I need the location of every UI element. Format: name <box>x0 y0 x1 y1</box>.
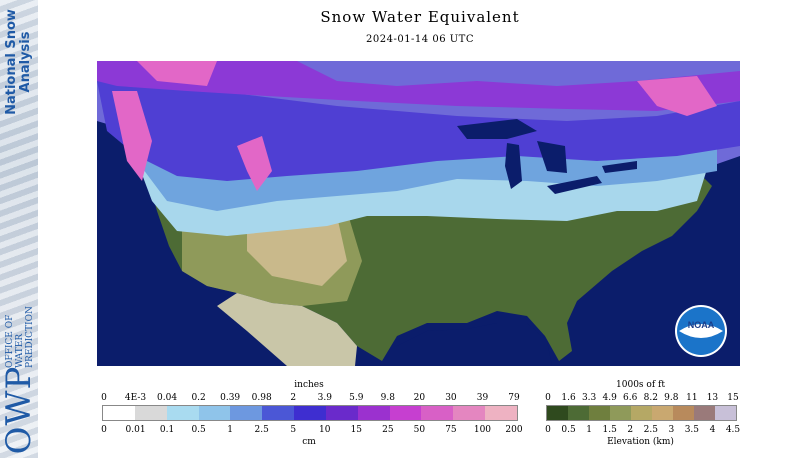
legend-tick-label: 9.8 <box>664 393 679 403</box>
legend-tick-label: 2 <box>627 425 634 435</box>
legend-tick-label: 39 <box>476 393 489 403</box>
snow-max-canada-west <box>137 61 217 86</box>
legend-tick-label: 5.9 <box>349 393 364 403</box>
legend-tick-label: 4E-3 <box>124 393 147 403</box>
legend-tick-label: 1.6 <box>561 393 576 403</box>
map-timestamp: 2024-01-14 06 UTC <box>366 34 474 45</box>
legend-swatch <box>547 406 568 420</box>
legend-tick-label: 25 <box>382 425 394 435</box>
swe-legend-units-bottom: cm <box>302 437 316 447</box>
legend-swatch <box>589 406 610 420</box>
legend-swatch <box>103 406 135 420</box>
legend-tick-label: 11 <box>686 393 698 403</box>
legend-tick-label: 2 <box>290 393 297 403</box>
snow-deep-band <box>97 61 740 111</box>
legend-tick-label: 15 <box>350 425 363 435</box>
legend-tick-label: 30 <box>445 393 457 403</box>
legend-tick-label: 1.5 <box>602 425 617 435</box>
owp-logo: OWP <box>0 365 38 455</box>
legend-tick-label: 79 <box>508 393 520 403</box>
elevation-legend-units-top: 1000s of ft <box>616 380 665 390</box>
legend-tick-label: 3.9 <box>317 393 332 403</box>
mexico-region <box>217 293 357 366</box>
legend-tick-label: 3 <box>668 425 675 435</box>
swe-legend-units-top: inches <box>294 380 324 390</box>
legend-swatch <box>294 406 326 420</box>
legend-swatch <box>389 406 422 420</box>
legend-tick-label: 4.9 <box>602 393 617 403</box>
legend-tick-label: 0.04 <box>157 393 178 403</box>
snow-max-cascades <box>112 91 152 181</box>
legend-swatch <box>357 406 390 420</box>
elevation-legend-units-bottom: Elevation (km) <box>607 437 674 447</box>
legend-swatch <box>568 406 589 420</box>
legend-tick-label: 75 <box>445 425 457 435</box>
legend-swatch <box>262 406 295 420</box>
legend-tick-label: 1 <box>227 425 234 435</box>
legend-tick-label: 0.39 <box>220 393 241 403</box>
legend-tick-label: 10 <box>319 425 331 435</box>
noaa-logo-bird <box>679 324 723 338</box>
lake-ontario <box>602 161 637 173</box>
sidebar-banner: National Snow Analysis OFFICE OF WATER P… <box>0 0 38 458</box>
legend-tick-label: 0 <box>545 425 551 435</box>
legend-tick-label: 20 <box>413 393 426 403</box>
legend-swatch <box>485 406 517 420</box>
legend-tick-label: 0 <box>101 425 107 435</box>
map-title: Snow Water Equivalent <box>320 8 520 26</box>
noaa-logo-text: NOAA <box>688 320 715 330</box>
legend-swatch <box>166 406 199 420</box>
legend-tick-label: 0.01 <box>125 425 146 435</box>
national-snow-analysis-title: National Snow Analysis <box>4 9 33 115</box>
legend-swatch <box>198 406 231 420</box>
legend-tick-label: 3.3 <box>581 393 597 403</box>
legend-swatch <box>134 406 167 420</box>
legend-tick-label: 8.2 <box>643 393 658 403</box>
legend-tick-label: 1 <box>586 425 592 435</box>
legend-tick-label: 6.6 <box>623 393 638 403</box>
legend-swatch <box>610 406 631 420</box>
legend-tick-label: 15 <box>727 393 739 403</box>
legend-tick-label: 9.8 <box>380 393 396 403</box>
legend-tick-label: 0.98 <box>251 393 272 403</box>
office-of-water-prediction-label: OFFICE OF WATER PREDICTION <box>5 306 35 368</box>
legend-swatch <box>631 406 652 420</box>
legend-swatch <box>694 406 715 420</box>
map-graphic: NOAA <box>97 61 740 366</box>
legend-swatch <box>453 406 486 420</box>
snow-max-northeast <box>637 76 717 116</box>
legend-tick-label: 2.5 <box>643 425 658 435</box>
legend-swatch <box>421 406 454 420</box>
legend-tick-label: 3.5 <box>684 425 700 435</box>
legend-swatch <box>230 406 263 420</box>
lake-huron <box>537 141 567 173</box>
snow-max-rockies <box>237 136 272 191</box>
legend-swatch <box>673 406 694 420</box>
legend-tick-label: 200 <box>505 425 523 435</box>
legend-tick-label: 4.5 <box>725 425 741 435</box>
legend-tick-label: 0.2 <box>191 393 206 403</box>
sidebar-background <box>0 0 38 458</box>
legend-swatch <box>715 406 736 420</box>
legend-tick-label: 0.1 <box>159 425 175 435</box>
lake-superior <box>457 119 537 139</box>
legend-tick-label: 0 <box>545 393 551 403</box>
legend-tick-label: 0.5 <box>561 425 576 435</box>
legend-tick-label: 100 <box>473 425 492 435</box>
snow-water-equivalent-map: NOAA <box>97 61 740 366</box>
legend-tick-label: 5 <box>290 425 297 435</box>
legend-tick-label: 13 <box>706 393 719 403</box>
gulf-of-mexico <box>397 323 552 366</box>
lake-erie <box>547 176 602 194</box>
lake-michigan <box>505 143 522 189</box>
legend-tick-label: 2.5 <box>254 425 269 435</box>
legend-tick-label: 4 <box>709 425 716 435</box>
legend-swatch <box>652 406 673 420</box>
legend-tick-label: 0 <box>101 393 107 403</box>
swe-legend-colorbar <box>102 405 518 421</box>
legend-tick-label: 0.5 <box>191 425 206 435</box>
elevation-legend-colorbar <box>546 405 737 421</box>
legend-tick-label: 50 <box>413 425 426 435</box>
legend-swatch <box>325 406 358 420</box>
